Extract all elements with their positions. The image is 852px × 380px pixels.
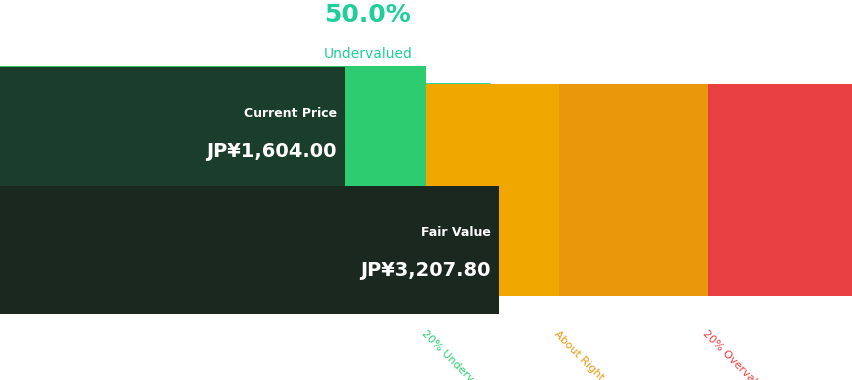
Text: 20% Overvalued: 20% Overvalued (700, 329, 773, 380)
Text: About Right: About Right (551, 329, 605, 380)
Bar (426, 84, 558, 296)
Text: 20% Undervalued: 20% Undervalued (419, 329, 497, 380)
Text: Current Price: Current Price (244, 107, 337, 120)
Bar (707, 84, 852, 296)
Text: Undervalued: Undervalued (324, 47, 412, 61)
Text: JP¥1,604.00: JP¥1,604.00 (206, 142, 337, 161)
Bar (0, 66, 426, 84)
Bar (0, 66, 345, 194)
Text: JP¥3,207.80: JP¥3,207.80 (360, 261, 490, 280)
Text: Fair Value: Fair Value (420, 226, 490, 239)
Text: 50.0%: 50.0% (324, 3, 411, 27)
Bar (0, 296, 426, 314)
Bar (0, 186, 498, 314)
Bar (0, 84, 426, 296)
Bar (558, 84, 707, 296)
